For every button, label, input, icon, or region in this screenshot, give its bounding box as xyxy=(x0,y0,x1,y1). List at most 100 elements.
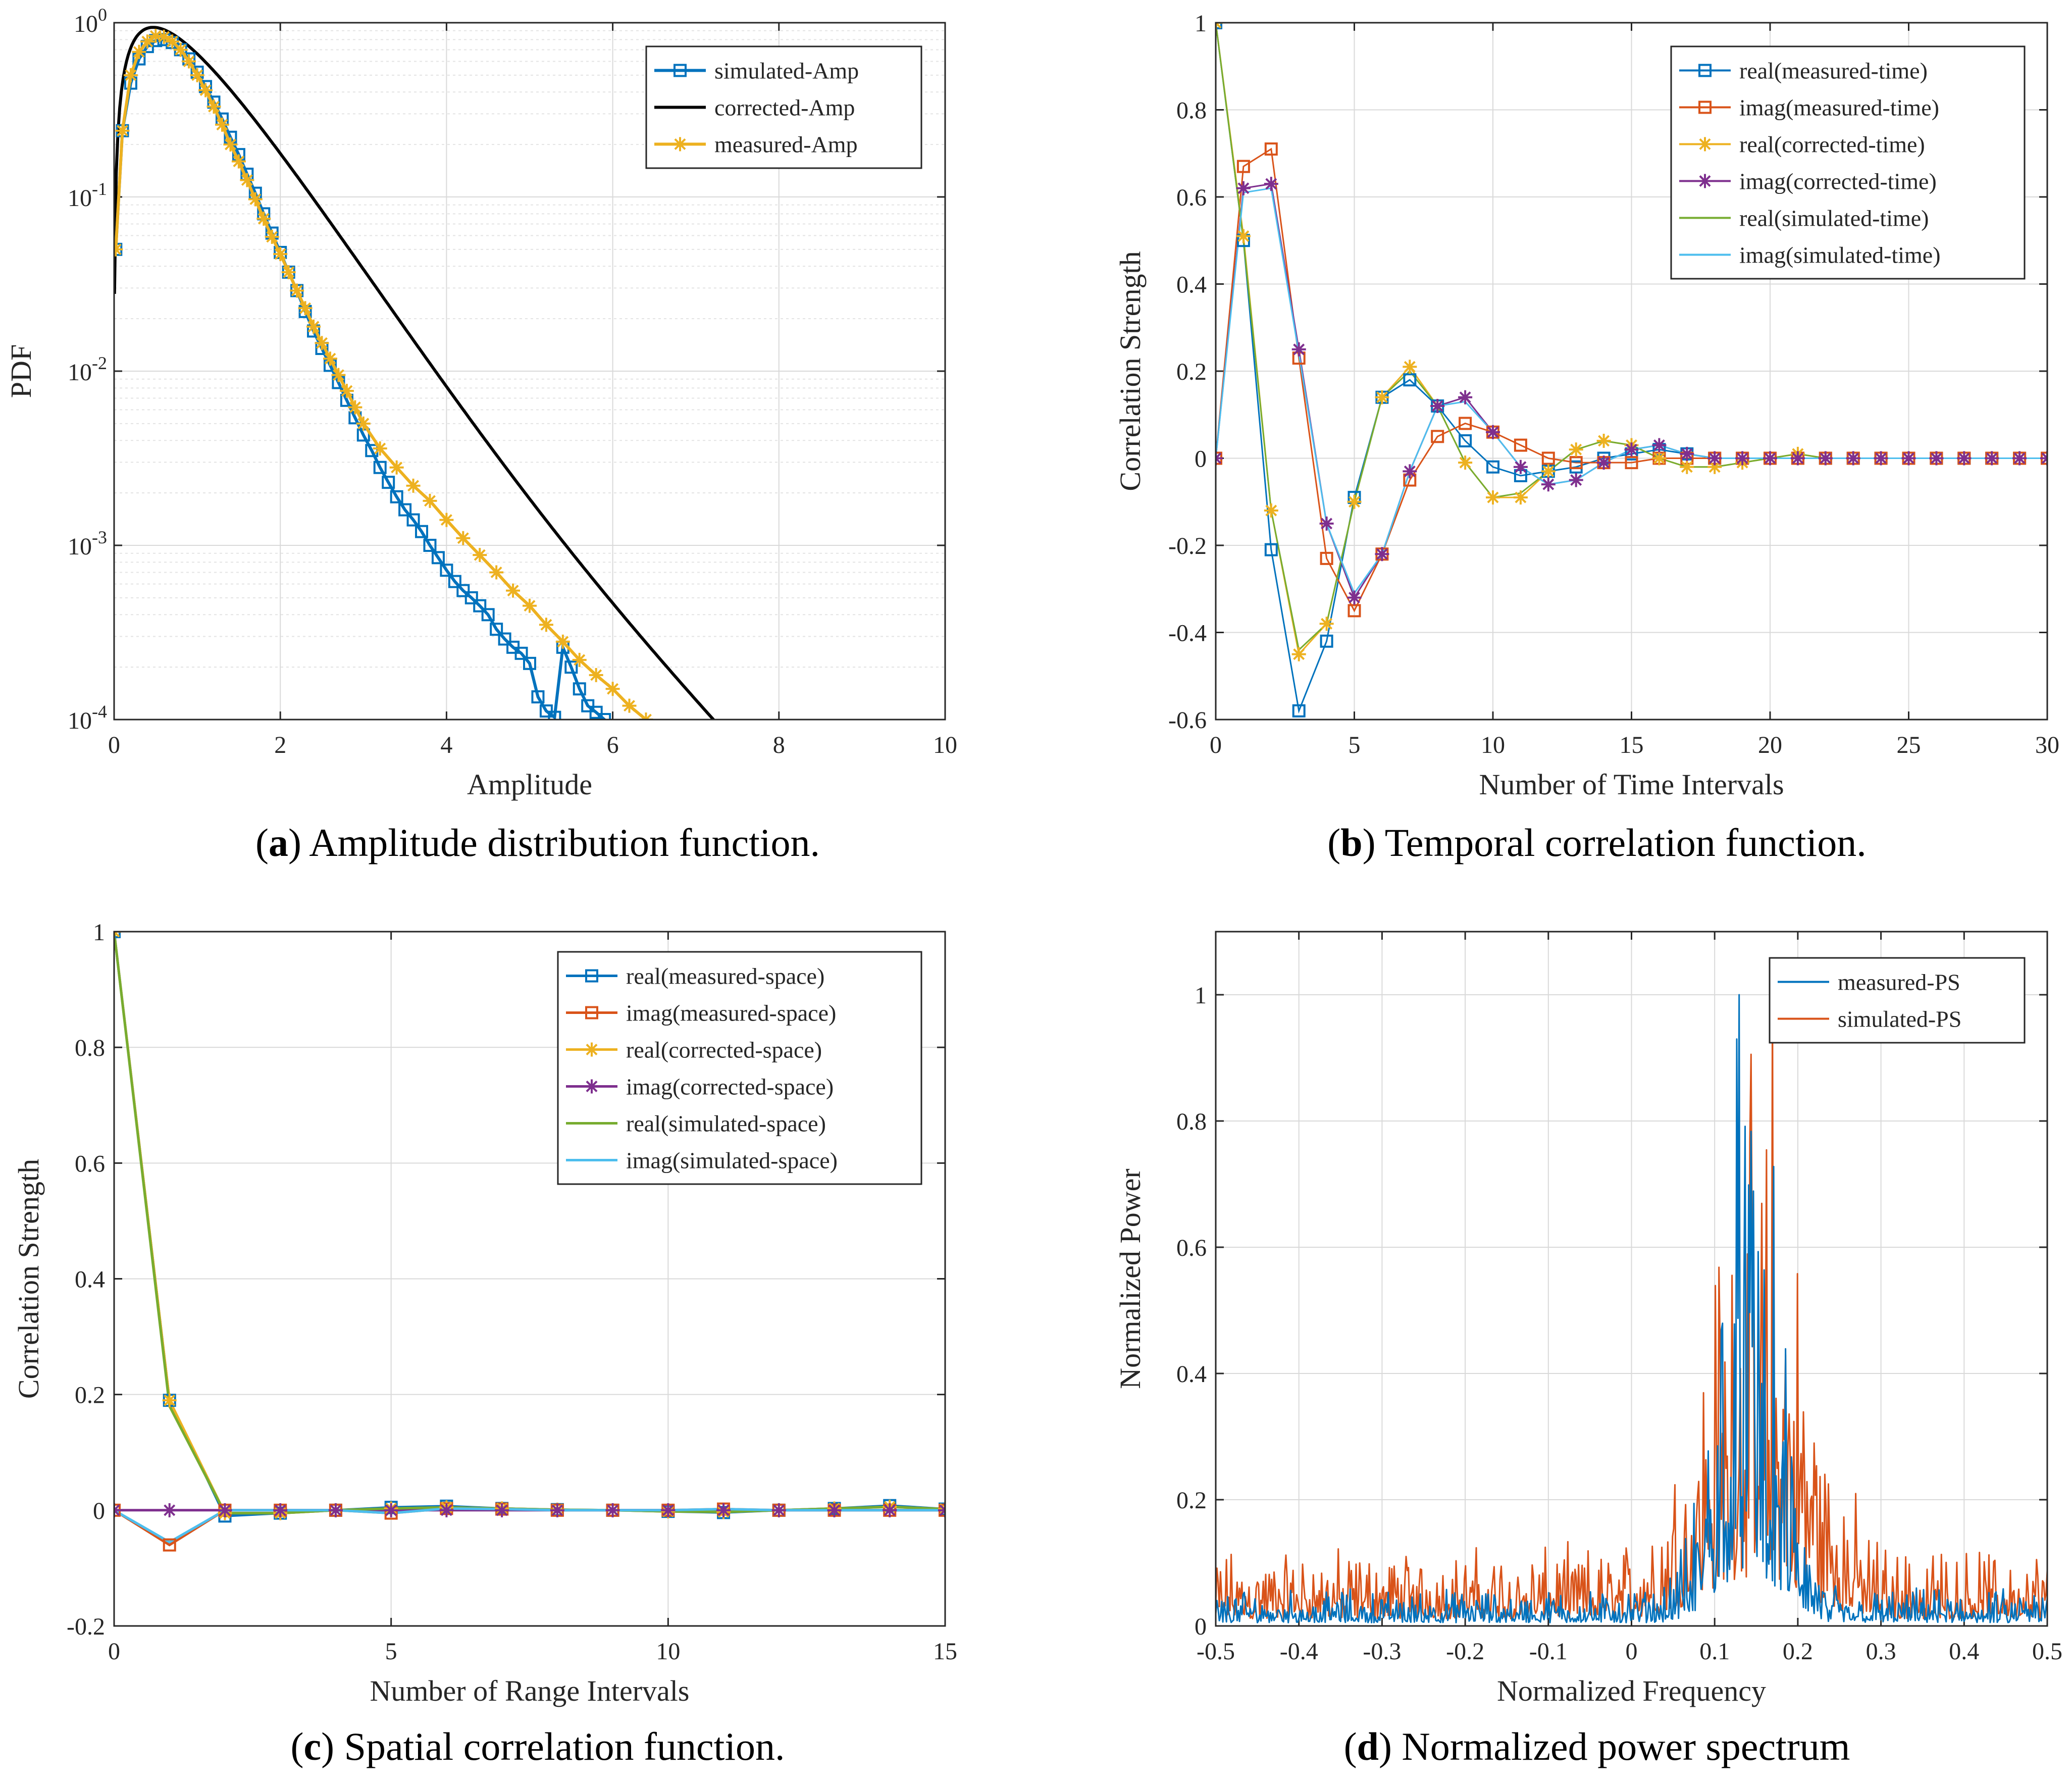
data-point-imag(measured-time) xyxy=(1320,551,1333,565)
legend-label-real(measured-space): real(measured-space) xyxy=(626,963,824,989)
data-point-imag(corrected-time) xyxy=(1818,451,1833,466)
data-point-imag(corrected-space) xyxy=(827,1503,842,1517)
y-axis-label-d: Normalized Power xyxy=(1114,1168,1147,1389)
data-point-simulated-Amp xyxy=(373,461,387,474)
data-point-measured-Amp xyxy=(140,34,154,49)
series-group-c xyxy=(114,932,945,1552)
y-tick-label: 0.2 xyxy=(75,1382,105,1409)
x-tick-label: 4 xyxy=(440,732,452,758)
data-point-simulated-Amp xyxy=(564,660,578,674)
y-tick-label: 10-2 xyxy=(68,353,107,386)
data-point-measured-Amp xyxy=(298,301,313,316)
x-tick-label: 0 xyxy=(108,732,120,758)
data-point-simulated-Amp xyxy=(632,753,643,764)
data-point-real(corrected-time) xyxy=(1707,460,1722,474)
legend-label-real(simulated-space): real(simulated-space) xyxy=(626,1111,826,1137)
x-tick-label: 5 xyxy=(385,1638,397,1665)
y-tick-label: -0.2 xyxy=(1168,533,1207,559)
y-axis-label-a: PDF xyxy=(5,344,37,398)
y-tick-label: 0.2 xyxy=(1176,1487,1207,1514)
data-point-imag(corrected-time) xyxy=(1763,451,1777,466)
x-tick-label: 8 xyxy=(773,732,785,758)
legend-c: real(measured-space) imag(measured-space)… xyxy=(557,951,922,1185)
data-point-real(corrected-time) xyxy=(1486,490,1500,505)
data-point-measured-Amp xyxy=(165,34,180,49)
data-point-imag(corrected-space) xyxy=(218,1503,232,1517)
caption-b-text: Temporal correlation function. xyxy=(1376,821,1867,864)
data-point-simulated-Amp xyxy=(598,713,611,720)
legend-label-imag(simulated-space): imag(simulated-space) xyxy=(626,1148,838,1174)
data-point-real(measured-time) xyxy=(1292,704,1306,718)
data-point-measured-Amp xyxy=(173,42,188,57)
data-point-measured-Amp xyxy=(655,729,669,743)
y-axis-label-b: Correlation Strength xyxy=(1114,251,1147,491)
caption-d-letter: d xyxy=(1357,1724,1379,1768)
data-point-imag(corrected-space) xyxy=(771,1503,786,1517)
legend-a: simulated-Amp corrected-Amp measured-Amp xyxy=(645,45,922,169)
caption-b: (b) Temporal correlation function. xyxy=(1327,821,1866,864)
x-tick-label: -0.5 xyxy=(1197,1638,1235,1665)
legend-marker-real(corrected-time) xyxy=(1698,137,1712,151)
data-point-simulated-Amp xyxy=(473,599,487,613)
y-tick-label: -0.4 xyxy=(1168,620,1207,647)
legend-label-simulated-PS: simulated-PS xyxy=(1838,1006,1961,1032)
x-tick-label: 0.2 xyxy=(1783,1638,1813,1665)
data-point-imag(measured-time) xyxy=(1569,456,1583,470)
y-tick-label: 0 xyxy=(1195,1613,1207,1640)
x-tick-label: 20 xyxy=(1758,732,1782,758)
legend-label-real(measured-time): real(measured-time) xyxy=(1739,58,1928,84)
series-line-corrected-Amp xyxy=(114,26,716,720)
y-tick-label: 0.8 xyxy=(1176,1108,1207,1135)
axes-frame-c xyxy=(113,931,946,1627)
x-tick-label: 0.5 xyxy=(2032,1638,2062,1665)
data-point-real(corrected-time) xyxy=(1264,503,1278,518)
data-point-simulated-Amp xyxy=(423,539,437,552)
legend-marker-simulated-Amp xyxy=(674,64,687,77)
data-point-measured-Amp xyxy=(822,851,836,865)
data-point-imag(measured-time) xyxy=(1514,438,1527,452)
data-point-measured-Amp xyxy=(348,400,362,415)
data-point-imag(corrected-time) xyxy=(1430,399,1445,413)
data-point-measured-Amp xyxy=(373,441,387,456)
x-tick-label: -0.1 xyxy=(1529,1638,1568,1665)
data-point-measured-Amp xyxy=(157,29,171,44)
legend-marker-real(measured-time) xyxy=(1698,64,1712,77)
legend-label-imag(measured-space): imag(measured-space) xyxy=(626,1000,836,1026)
y-tick-label: 10-3 xyxy=(68,527,107,560)
data-point-imag(measured-time) xyxy=(1431,430,1444,443)
x-tick-label: 5 xyxy=(1349,732,1361,758)
data-point-real(measured-time) xyxy=(1459,434,1472,447)
data-point-measured-Amp xyxy=(555,634,570,649)
data-point-measured-Amp xyxy=(572,652,587,667)
series-line-measured-Amp xyxy=(114,34,648,720)
y-tick-base: 10 xyxy=(74,11,98,37)
y-tick-label: 0.6 xyxy=(75,1150,105,1177)
x-tick-label: 15 xyxy=(1620,732,1644,758)
y-tick-label: -0.6 xyxy=(1168,707,1207,734)
data-point-imag(corrected-space) xyxy=(439,1503,454,1517)
x-tick-label: -0.3 xyxy=(1363,1638,1401,1665)
axes-frame-a xyxy=(113,22,946,721)
data-point-real(corrected-space) xyxy=(162,1393,177,1408)
data-point-measured-Amp xyxy=(439,513,454,527)
data-point-real(corrected-time) xyxy=(1319,617,1334,631)
data-point-real(corrected-time) xyxy=(1680,460,1694,474)
x-tick-label: 6 xyxy=(607,732,619,758)
data-point-measured-Amp xyxy=(281,265,296,279)
data-point-measured-Amp xyxy=(114,242,123,257)
data-point-imag(corrected-time) xyxy=(1957,451,1972,466)
y-tick-exponent: 0 xyxy=(98,5,107,25)
legend-marker-imag(corrected-time) xyxy=(1698,174,1712,188)
y-tick-label: 0 xyxy=(1195,446,1207,473)
data-point-measured-Amp xyxy=(689,758,703,772)
ticks-b: 0 5 10 15 20 25 30 -0.6 -0.4 -0.2 0 0.2 0.4 0.6 0.8 1 xyxy=(1168,10,2059,758)
legend-marker-imag(measured-time) xyxy=(1698,100,1712,114)
data-point-imag(corrected-time) xyxy=(1375,547,1389,562)
x-tick-label: 0.1 xyxy=(1699,1638,1730,1665)
data-point-measured-Amp xyxy=(123,68,138,82)
panel-d-power-spectrum: -0.5 -0.4 -0.3 -0.2 -0.1 0 0.1 0.2 0.3 0.4 0.5 0 0.2… xyxy=(1114,931,2062,1707)
y-tick-exponent: -1 xyxy=(92,179,107,199)
y-tick-label: 1 xyxy=(1195,982,1207,1009)
x-tick-label: 2 xyxy=(274,732,286,758)
data-point-imag(corrected-time) xyxy=(1541,477,1556,492)
